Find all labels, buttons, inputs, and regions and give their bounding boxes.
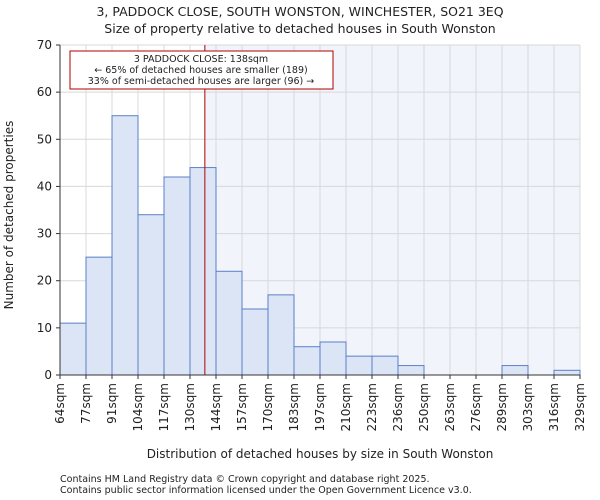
bar-117sqm (163, 176, 191, 376)
x-tick-label: 263sqm (443, 383, 457, 431)
y-axis-label: Number of detached properties (2, 121, 16, 310)
y-tick-label: 70 (37, 38, 52, 52)
x-tick-label: 64sqm (53, 383, 67, 424)
y-tick-label: 40 (37, 179, 52, 193)
y-tick-label: 50 (37, 132, 52, 146)
annotation-line1: 3 PADDOCK CLOSE: 138sqm (134, 54, 268, 65)
bar-236sqm (397, 365, 425, 376)
bar-157sqm (241, 308, 269, 376)
x-tick-label: 289sqm (495, 383, 509, 431)
y-tick-label: 30 (37, 227, 52, 241)
x-tick-label: 144sqm (209, 383, 223, 431)
x-tick-label: 117sqm (157, 383, 171, 431)
y-tick-label: 10 (37, 321, 52, 335)
bar-210sqm (345, 355, 373, 376)
x-tick-label: 183sqm (287, 383, 301, 431)
x-tick-label: 303sqm (521, 383, 535, 431)
bar-144sqm (215, 270, 243, 376)
bar-64sqm (59, 322, 87, 376)
chart-title-line2: Size of property relative to detached ho… (104, 21, 495, 36)
x-tick-label: 223sqm (365, 383, 379, 431)
chart-title-line1: 3, PADDOCK CLOSE, SOUTH WONSTON, WINCHES… (96, 4, 503, 19)
bar-170sqm (267, 294, 295, 376)
x-tick-label: 104sqm (131, 383, 145, 431)
footer-line2: Contains public sector information licen… (60, 485, 472, 496)
x-tick-label: 236sqm (391, 383, 405, 431)
y-tick-labels: 0 10 20 30 40 50 60 70 (37, 38, 60, 382)
annotation-line2: ← 65% of detached houses are smaller (18… (94, 65, 307, 76)
x-tick-label: 157sqm (235, 383, 249, 431)
x-tick-label: 316sqm (547, 383, 561, 431)
y-tick-label: 0 (44, 368, 52, 382)
annotation-box (69, 50, 334, 90)
bar-197sqm (319, 341, 347, 376)
x-tick-label: 130sqm (183, 383, 197, 431)
bar-91sqm (111, 115, 139, 376)
footer-line1: Contains HM Land Registry data © Crown c… (60, 474, 430, 485)
x-axis-label: Distribution of detached houses by size … (147, 447, 494, 461)
bar-223sqm (371, 355, 399, 376)
x-tick-label: 276sqm (469, 383, 483, 431)
y-tick-label: 20 (37, 274, 52, 288)
bar-316sqm (553, 369, 581, 376)
bar-104sqm (137, 214, 165, 376)
x-tick-label: 77sqm (79, 383, 93, 424)
bar-289sqm (501, 365, 529, 376)
x-tick-label: 250sqm (417, 383, 431, 431)
bar-130sqm (189, 167, 217, 376)
bars (59, 115, 581, 376)
x-tick-label: 197sqm (313, 383, 327, 431)
x-tick-label: 91sqm (105, 383, 119, 424)
x-tick-labels: 64sqm 77sqm 91sqm 104sqm 117sqm 130sqm 144sqm 1… (53, 375, 587, 431)
x-tick-label: 170sqm (261, 383, 275, 431)
x-tick-label: 210sqm (339, 383, 353, 431)
bar-183sqm (293, 346, 321, 376)
y-tick-label: 60 (37, 85, 52, 99)
bar-77sqm (85, 256, 113, 376)
x-tick-label: 329sqm (573, 383, 587, 431)
annotation-line3: 33% of semi-detached houses are larger (… (88, 76, 315, 87)
